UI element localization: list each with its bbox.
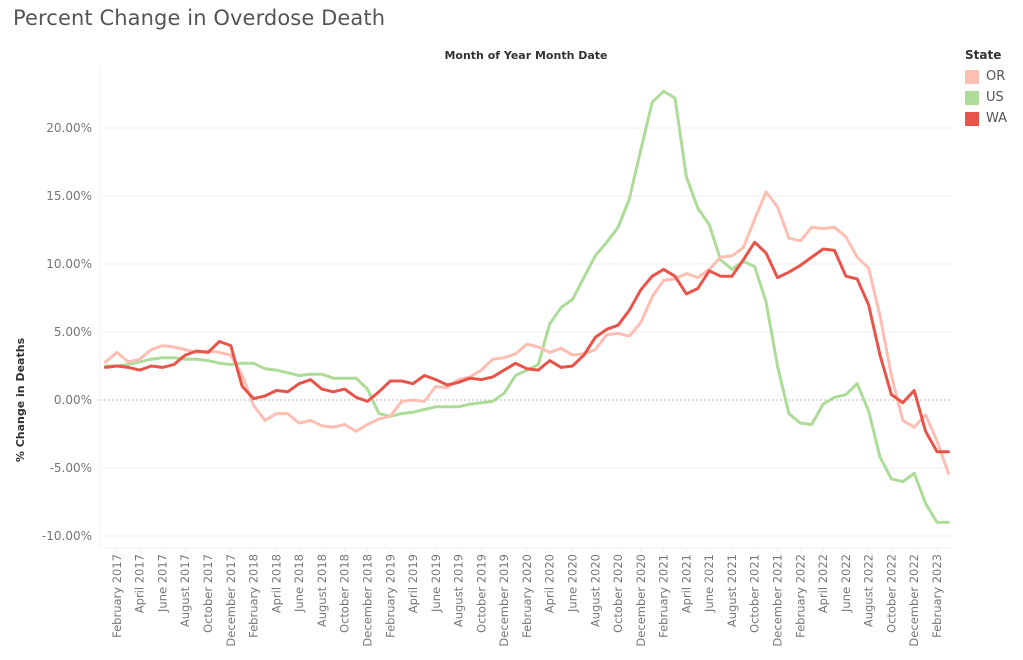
- x-tick-label: December 2018: [360, 554, 374, 647]
- y-tick-label: -10.00%: [42, 529, 92, 543]
- series-line-us[interactable]: [104, 89, 950, 524]
- legend-label-us: US: [986, 90, 1004, 105]
- x-tick-label: April 2020: [543, 554, 557, 613]
- y-tick-label: 20.00%: [46, 121, 92, 135]
- legend-swatch-or: [965, 69, 979, 84]
- y-tick-label: -5.00%: [50, 461, 92, 475]
- x-tick-label: October 2017: [201, 554, 215, 633]
- x-tick-label: August 2017: [178, 554, 192, 627]
- x-tick-label: October 2020: [611, 554, 625, 633]
- legend-item-us[interactable]: US: [965, 87, 1007, 108]
- legend-label-or: OR: [986, 69, 1006, 84]
- y-tick-label: 10.00%: [46, 257, 92, 271]
- y-axis: -10.00% -5.00% 0.00% 5.00% 10.00% 15.00% 20.00…: [42, 121, 92, 543]
- x-tick-label: June 2022: [839, 554, 853, 613]
- x-tick-label: June 2020: [565, 554, 579, 613]
- legend-item-wa[interactable]: WA: [965, 108, 1007, 129]
- x-tick-label: April 2021: [679, 554, 693, 613]
- x-tick-label: December 2022: [907, 554, 921, 647]
- x-tick-label: February 2017: [110, 554, 124, 638]
- x-tick-label: June 2019: [429, 554, 443, 613]
- x-tick-label: April 2022: [816, 554, 830, 613]
- legend-item-or[interactable]: OR: [965, 66, 1007, 87]
- series-line-wa[interactable]: [104, 240, 950, 454]
- legend-swatch-wa: [965, 111, 979, 126]
- x-tick-label: April 2018: [269, 554, 283, 613]
- x-tick-label: February 2020: [520, 554, 534, 638]
- x-tick-label: February 2021: [657, 554, 671, 638]
- x-tick-label: February 2023: [930, 554, 944, 638]
- x-tick-label: October 2021: [748, 554, 762, 633]
- x-tick-label: February 2019: [383, 554, 397, 638]
- x-axis: February 2017 April 2017 June 2017 August 2…: [110, 548, 944, 647]
- x-tick-label: October 2019: [474, 554, 488, 633]
- x-tick-label: August 2020: [588, 554, 602, 627]
- x-tick-label: December 2017: [224, 554, 238, 647]
- x-tick-label: June 2018: [292, 554, 306, 613]
- x-tick-label: February 2022: [793, 554, 807, 638]
- series-line-or[interactable]: [104, 190, 950, 475]
- x-tick-label: February 2018: [247, 554, 261, 638]
- column-header: Month of Year Month Date: [444, 49, 608, 62]
- legend-swatch-us: [965, 90, 979, 105]
- x-tick-label: December 2021: [771, 554, 785, 647]
- x-tick-label: December 2020: [634, 554, 648, 647]
- x-tick-label: October 2022: [884, 554, 898, 633]
- y-tick-label: 0.00%: [54, 393, 92, 407]
- legend: State OR US WA: [965, 48, 1007, 129]
- series-lines: [104, 89, 950, 524]
- x-tick-label: June 2021: [702, 554, 716, 613]
- chart-title: Percent Change in Overdose Death: [13, 6, 386, 30]
- y-tick-label: 15.00%: [46, 189, 92, 203]
- x-tick-label: April 2017: [133, 554, 147, 613]
- legend-label-wa: WA: [986, 111, 1008, 126]
- gridlines: [99, 66, 952, 549]
- x-tick-label: April 2019: [406, 554, 420, 613]
- x-tick-label: December 2019: [497, 554, 511, 647]
- legend-title: State: [965, 48, 1002, 62]
- x-tick-label: August 2019: [452, 554, 466, 627]
- x-tick-label: August 2021: [725, 554, 739, 627]
- x-tick-label: June 2017: [155, 554, 169, 613]
- y-tick-label: 5.00%: [54, 325, 92, 339]
- x-tick-label: October 2018: [338, 554, 352, 633]
- x-tick-label: August 2022: [862, 554, 876, 627]
- x-tick-label: August 2018: [315, 554, 329, 627]
